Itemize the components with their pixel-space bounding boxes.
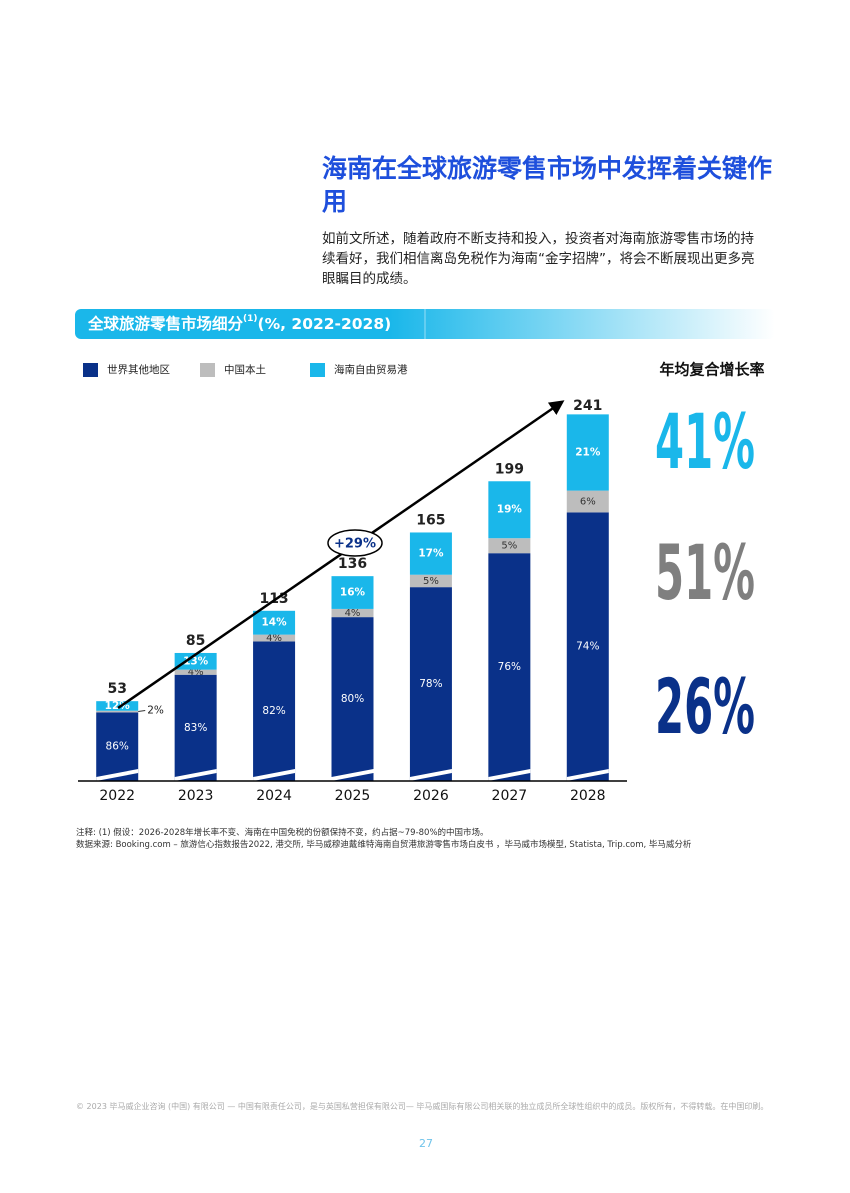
total-label: 199 (495, 461, 524, 477)
segment-label: 5% (501, 541, 517, 552)
page-number: 27 (419, 1137, 433, 1150)
legend-label: 中国本土 (224, 363, 266, 376)
x-tick-label: 2023 (178, 788, 214, 804)
x-tick-label: 2024 (256, 788, 292, 804)
bar-segment (96, 712, 139, 781)
bar-segment (409, 574, 452, 588)
bar-segment (409, 587, 452, 781)
segment-label: 21% (575, 446, 601, 458)
cagr-value: 41% (655, 397, 755, 486)
segment-label: 19% (497, 504, 523, 516)
bar-segment (488, 538, 531, 554)
legend-swatch (200, 363, 215, 377)
bar-segment (331, 608, 374, 618)
segment-label: 78% (419, 678, 442, 690)
bar-segment (174, 652, 217, 670)
annotation: +29% (334, 537, 376, 552)
chart-title: 全球旅游零售市场细分(1)(%, 2022-2028) (87, 314, 391, 333)
total-label: 241 (573, 398, 602, 414)
x-tick-label: 2026 (413, 788, 449, 804)
growth-arrow (117, 400, 565, 710)
bar-segment (566, 512, 609, 781)
segment-label: 86% (106, 741, 129, 753)
cagr-title: 年均复合增长率 (659, 361, 764, 379)
x-tick-label: 2022 (99, 788, 135, 804)
axis-break (331, 769, 374, 781)
segment-label: 74% (576, 641, 599, 653)
total-label: 85 (186, 633, 205, 649)
bar-segment (253, 641, 296, 781)
x-tick-label: 2027 (492, 788, 528, 804)
annotation-ellipse (327, 529, 383, 557)
segment-label: 4% (345, 608, 361, 619)
segment-label: 76% (498, 661, 521, 673)
segment-label: 16% (340, 587, 366, 599)
source: 数据来源: Booking.com – 旅游信心指数报告2022, 港交所, 毕… (76, 840, 692, 850)
segment-label: 4% (266, 633, 282, 644)
bar-segment (174, 669, 217, 675)
axis-break (253, 769, 296, 781)
bar-segment (566, 414, 609, 491)
legend-swatch (83, 363, 98, 377)
bar-segment (488, 553, 531, 781)
legend-label: 世界其他地区 (107, 363, 170, 376)
page-title: 海南在全球旅游零售市场中发挥着关键作用 (322, 154, 773, 216)
segment-label: 17% (418, 548, 444, 560)
x-tick-label: 2028 (570, 788, 606, 804)
copyright: © 2023 毕马威企业咨询 (中国) 有限公司 — 中国有限责任公司，是与英国… (76, 1102, 769, 1111)
axis-break (488, 769, 531, 781)
total-label: 53 (107, 681, 126, 697)
bar-segment (253, 610, 296, 635)
axis-break (566, 769, 609, 781)
leader-line (138, 710, 146, 713)
bar-segment (409, 532, 452, 575)
segment-label: 4% (188, 667, 204, 678)
bar-segment (331, 617, 374, 781)
footnote: 注释: (1) 假设：2026-2028年增长率不变、海南在中国免税的份额保持不… (76, 828, 489, 838)
x-tick-label: 2025 (335, 788, 371, 804)
bar-segment (174, 674, 217, 781)
segment-label: 82% (262, 705, 285, 717)
total-label: 136 (338, 556, 367, 572)
cagr-value: 51% (655, 528, 755, 617)
segment-label: 83% (184, 722, 207, 734)
segment-label: 80% (341, 693, 364, 705)
bar-segment (331, 576, 374, 609)
bar-segment (96, 701, 139, 711)
intro: 如前文所述，随着政府不断支持和投入，投资者对海南旅游零售市场的持续看好，我们相信… (322, 231, 755, 287)
bar-segment (566, 490, 609, 513)
cagr-value: 26% (655, 662, 755, 751)
axis-break (409, 769, 452, 781)
segment-label: 14% (262, 617, 288, 629)
legend-swatch (310, 363, 325, 377)
segment-label: 5% (423, 576, 439, 587)
legend-label: 海南自由贸易港 (334, 363, 408, 376)
segment-label: 2% (147, 705, 164, 717)
total-label: 165 (416, 512, 445, 528)
segment-label: 6% (580, 496, 596, 507)
bar-segment (253, 634, 296, 642)
axis-break (96, 769, 139, 781)
bar-segment (488, 481, 531, 539)
axis-break (174, 769, 217, 781)
bar-segment (96, 710, 139, 713)
